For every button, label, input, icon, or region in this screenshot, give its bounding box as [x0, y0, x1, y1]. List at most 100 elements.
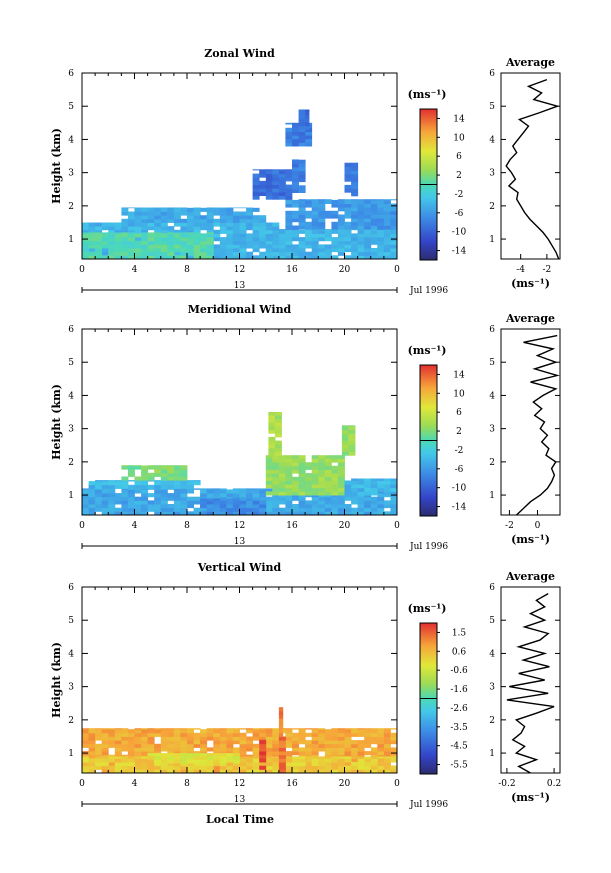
field-cell-0 [292, 511, 299, 516]
y-axis-label: Height (km) [50, 384, 63, 460]
field-cell-2 [390, 229, 398, 231]
x-tick-label: 12 [234, 521, 245, 531]
field-cell-3 [292, 214, 299, 219]
field-cell-0 [88, 493, 96, 498]
field-cell-2 [292, 229, 299, 231]
field-cell-3 [364, 199, 372, 201]
field-cell-0 [351, 728, 359, 730]
field-cell-0 [259, 244, 267, 249]
field-cell-6 [348, 440, 356, 445]
field-cell-4 [206, 248, 214, 253]
field-cell-0 [114, 511, 122, 516]
field-cell-0 [173, 511, 181, 516]
field-cell-0 [121, 488, 129, 490]
colorbar-tick-label: -1.6 [450, 685, 468, 695]
field-cell-1 [239, 207, 247, 209]
field-cell-1 [101, 481, 109, 486]
field-cell-3 [377, 214, 385, 219]
field-cell-4 [95, 251, 103, 256]
field-cell-5 [268, 415, 276, 420]
field-cell-0 [101, 732, 109, 737]
field-cell-1 [180, 484, 188, 489]
field-cell-3 [298, 469, 306, 474]
field-cell-0 [292, 736, 299, 741]
field-cell-1 [246, 765, 254, 770]
field-cell-1 [252, 758, 260, 763]
field-cell-4 [278, 751, 286, 756]
field-cell-0 [265, 500, 273, 505]
field-cell-0 [101, 747, 109, 752]
field-cell-7 [219, 507, 227, 512]
field-cell-0 [265, 740, 273, 745]
field-cell-1 [226, 765, 234, 770]
field-cell-6 [298, 167, 306, 172]
field-cell-0 [193, 226, 201, 231]
field-cell-0 [351, 729, 359, 734]
field-cell-1 [108, 769, 116, 774]
field-cell-0 [305, 762, 313, 767]
field-cell-5 [274, 426, 282, 431]
field-cell-0 [272, 751, 280, 756]
field-cell-0 [95, 504, 103, 509]
field-cell-1 [226, 758, 234, 763]
field-cell-0 [173, 729, 181, 734]
field-cell-3 [259, 751, 267, 756]
field-cell-4 [167, 237, 175, 242]
field-cell-0 [180, 500, 188, 505]
field-cell-1 [213, 218, 221, 223]
x-tick-label: 12 [234, 779, 245, 789]
field-cell-0 [134, 500, 142, 505]
field-cell-0 [337, 496, 345, 501]
field-cell-0 [265, 496, 273, 501]
field-cell-3 [292, 484, 299, 489]
field-cell-1 [141, 211, 149, 216]
field-cell-4 [154, 240, 162, 245]
field-cell-0 [311, 504, 319, 509]
field-cell-6 [341, 426, 349, 431]
field-cell-0 [134, 237, 142, 242]
field-cell-2 [213, 755, 221, 760]
field-cell-2 [278, 229, 286, 234]
field-cell-3 [311, 462, 319, 467]
field-cell-1 [226, 218, 234, 223]
field-cell-0 [173, 493, 181, 498]
field-cell-0 [141, 747, 149, 752]
field-cell-7 [226, 507, 234, 512]
field-cell-0 [357, 496, 365, 501]
field-cell-0 [318, 496, 326, 501]
field-cell-5 [274, 447, 282, 452]
field-cell-3 [285, 210, 293, 215]
field-cell-3 [265, 465, 273, 470]
field-cell-0 [219, 728, 227, 730]
field-cell-1 [187, 762, 194, 767]
field-cell-3 [285, 480, 293, 485]
field-cell-0 [259, 762, 267, 767]
field-cell-0 [337, 732, 345, 737]
field-cell-1 [180, 207, 188, 212]
profile-y-tick-label: 5 [489, 358, 495, 368]
field-cell-0 [173, 496, 181, 501]
field-cell-2 [272, 248, 280, 253]
field-cell-3 [311, 480, 319, 485]
field-cell-4 [101, 255, 109, 260]
field-cell-3 [311, 218, 319, 223]
field-cell-3 [351, 221, 359, 226]
field-cell-1 [167, 481, 175, 486]
field-cell-0 [226, 489, 234, 494]
field-cell-2 [344, 240, 352, 245]
field-cell-3 [292, 480, 299, 485]
profile-y-tick-label: 5 [489, 616, 495, 626]
field-cell-4 [390, 480, 398, 485]
x-tick-label: 20 [339, 779, 351, 789]
field-cell-0 [226, 233, 234, 238]
field-cell-0 [351, 743, 359, 748]
field-cell-2 [305, 244, 313, 249]
field-cell-0 [160, 504, 168, 509]
field-cell-2 [324, 229, 332, 234]
field-cell-0 [239, 743, 247, 748]
field-cell-1 [206, 762, 214, 767]
field-cell-0 [206, 732, 214, 737]
field-cell-0 [88, 507, 96, 512]
field-cell-2 [370, 237, 378, 242]
